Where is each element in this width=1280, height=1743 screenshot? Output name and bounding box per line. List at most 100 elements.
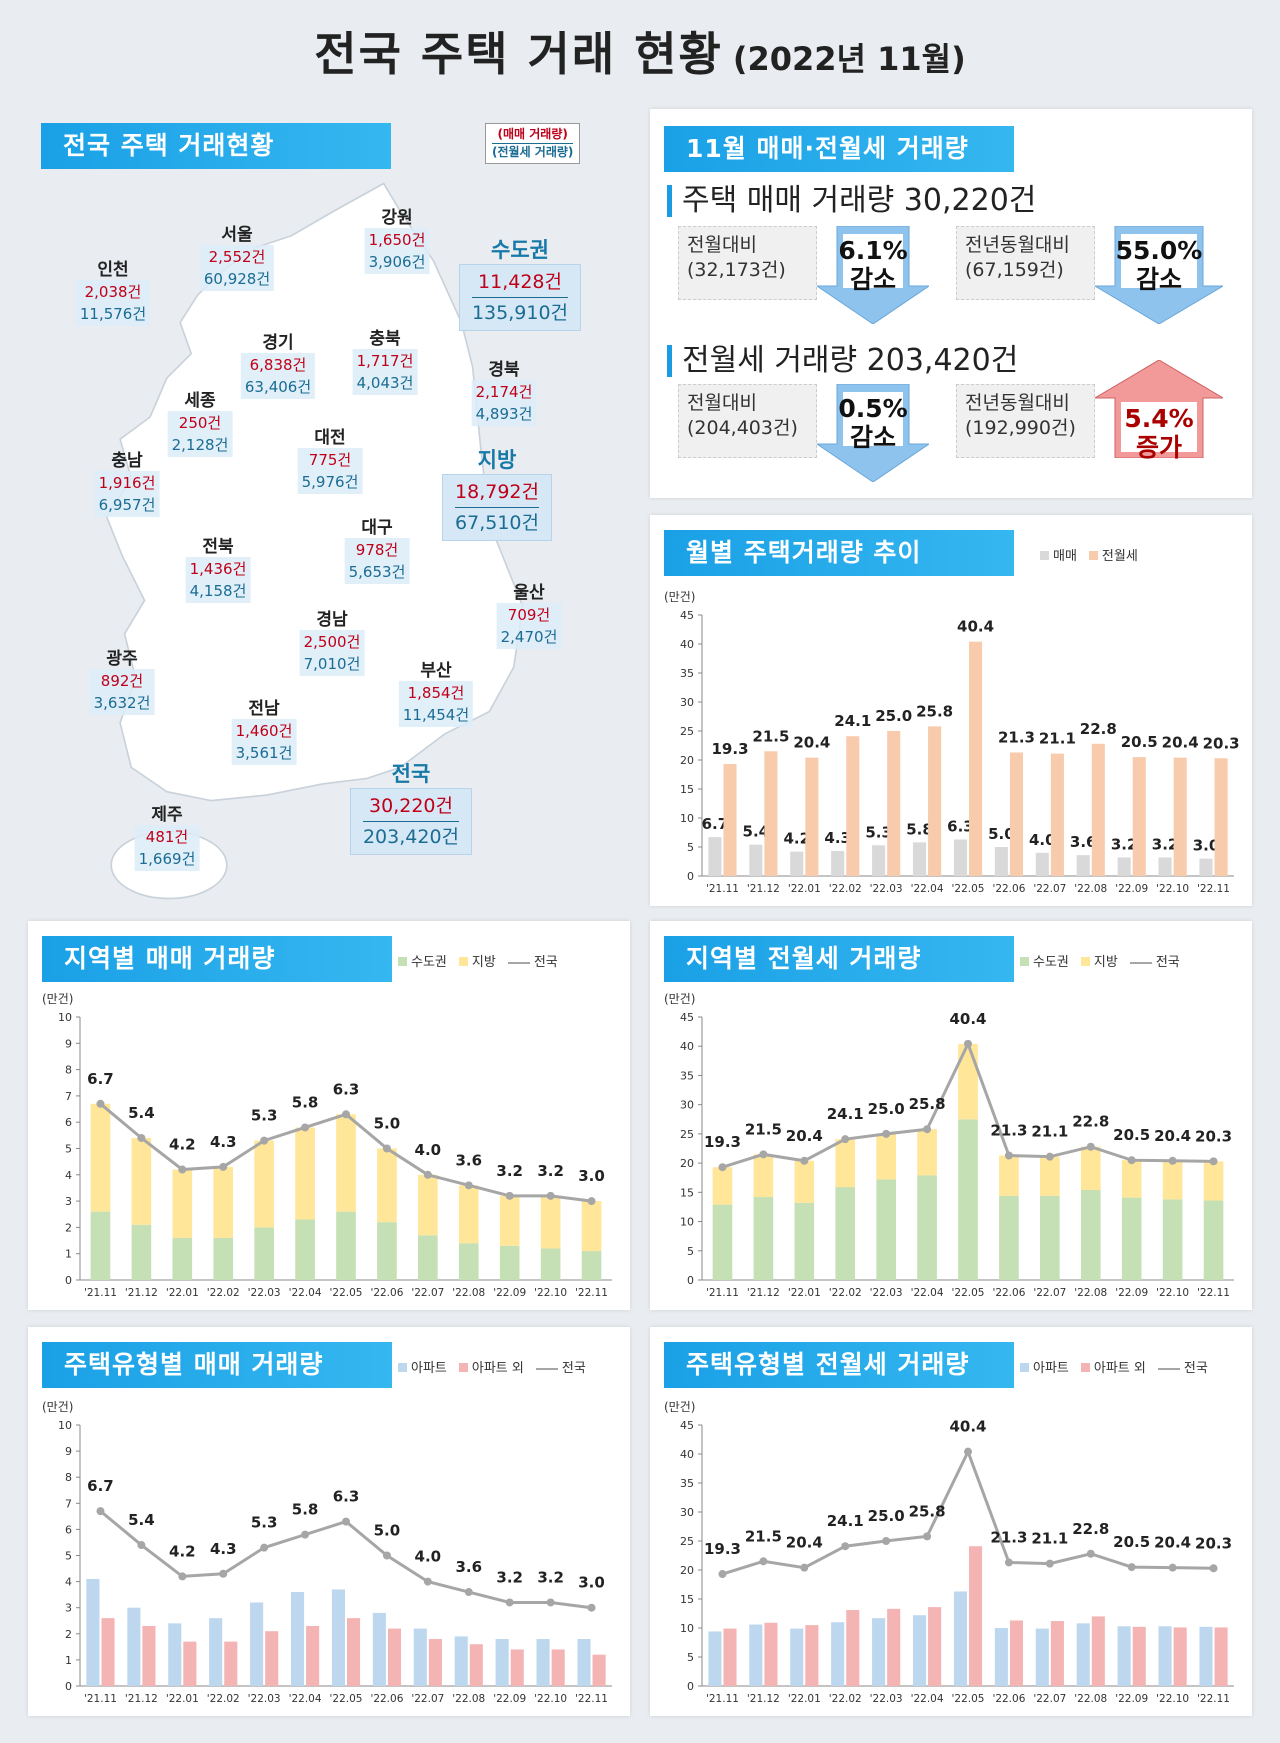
data-label: 21.5: [745, 1120, 782, 1138]
bar-수도권: [540, 1248, 561, 1280]
summary-box: 30,220건 203,420건: [349, 788, 473, 855]
x-tick-label: '22.05: [952, 1693, 985, 1705]
bar-수도권: [794, 1202, 815, 1280]
bar-전월세: [764, 751, 778, 876]
card-label: 전월대비: [687, 234, 757, 256]
summary-rent: 203,420건: [362, 826, 460, 848]
x-tick-label: '22.11: [575, 1287, 608, 1299]
bar-아파트: [536, 1639, 550, 1686]
total-point: [841, 1542, 850, 1551]
region-sale: 1,460건: [235, 722, 293, 740]
bar-아파트 외: [1173, 1627, 1187, 1686]
legend-item: 전국: [535, 1357, 586, 1376]
y-tick-label: 2: [65, 1628, 72, 1641]
x-tick-label: '22.05: [330, 1693, 363, 1705]
region-sale: 1,854건: [407, 684, 465, 702]
legend-item: 전국: [1157, 1357, 1208, 1376]
bar-지방: [835, 1139, 856, 1188]
y-tick-label: 0: [687, 1274, 694, 1287]
data-label: 5.3: [251, 1514, 278, 1532]
card-change: 55.0% 감소: [1095, 236, 1223, 294]
legend-item: 아파트 외: [458, 1357, 524, 1376]
bar-전월세: [1009, 752, 1024, 876]
summary-sale: 11,428건: [471, 267, 569, 298]
region-sale: 2,174건: [475, 383, 533, 401]
region-rent: 4,043건: [356, 374, 414, 392]
x-tick-label: '22.06: [992, 1287, 1025, 1299]
total-point: [882, 1129, 891, 1138]
chart-title: 주택유형별 전월세 거래량: [664, 1342, 1014, 1388]
data-label: 5.4: [128, 1104, 155, 1122]
y-tick-label: 10: [680, 1216, 694, 1229]
y-tick-label: 4: [65, 1576, 72, 1589]
y-tick-label: 40: [680, 1448, 694, 1461]
region-name: 전북: [202, 537, 234, 557]
bar-수도권: [1162, 1199, 1183, 1280]
bar-아파트 외: [142, 1625, 156, 1686]
x-tick-label: '21.12: [747, 883, 780, 895]
x-tick-label: '22.02: [207, 1693, 240, 1705]
data-label: 3.2: [537, 1162, 564, 1180]
bar-매매: [708, 837, 722, 876]
region-rent: 3,906건: [368, 253, 426, 271]
total-point: [546, 1598, 555, 1607]
data-label: 3.6: [455, 1558, 482, 1576]
y-tick-label: 20: [680, 754, 694, 767]
bar-아파트 외: [224, 1641, 238, 1686]
total-point: [1168, 1563, 1177, 1572]
data-label: 4.3: [210, 1133, 237, 1151]
x-tick-label: '22.01: [166, 1287, 199, 1299]
total-point: [718, 1163, 727, 1172]
region-6: 세종 250건 2,128건: [167, 386, 233, 457]
total-point: [759, 1557, 768, 1566]
bar-수도권: [1121, 1197, 1142, 1280]
region-values: 775건 5,976건: [297, 448, 363, 494]
region-values: 6,838건 63,406건: [240, 353, 316, 399]
x-tick-label: '22.11: [1197, 883, 1230, 895]
total-point: [546, 1191, 555, 1200]
bar-아파트: [331, 1589, 345, 1686]
chart-panel-2: 지역별 전월세 거래량 수도권 지방 전국 (만건) 0 5 10 15 20 25 30 35 40 45…: [650, 921, 1252, 1310]
y-tick-label: 15: [680, 783, 694, 796]
data-label: 25.8: [916, 702, 953, 720]
x-tick-label: '22.02: [829, 883, 862, 895]
data-label: 5.0: [374, 1115, 401, 1133]
data-label: 24.1: [827, 1512, 864, 1530]
total-point: [964, 1447, 972, 1456]
x-tick-label: '22.10: [1156, 883, 1189, 895]
bar-전월세: [846, 736, 860, 876]
legend-sale: (매매 거래량): [492, 126, 574, 144]
bar-수도권: [295, 1219, 315, 1280]
bar-전월세: [969, 641, 983, 876]
data-label: 3.2: [1152, 835, 1179, 853]
x-tick-label: '22.11: [1197, 1693, 1230, 1705]
y-tick-label: 45: [680, 1419, 694, 1432]
data-label: 40.4: [957, 618, 994, 636]
bar-지방: [876, 1133, 896, 1180]
x-tick-label: '22.01: [788, 883, 821, 895]
data-label: 21.5: [745, 1527, 782, 1545]
sale-yoy-label-box: 전년동월대비 (67,159건): [956, 226, 1095, 300]
bar-아파트: [1117, 1626, 1131, 1686]
x-tick-label: '22.03: [248, 1287, 281, 1299]
summary-name: 수도권: [491, 238, 549, 262]
total-point: [382, 1144, 391, 1153]
x-tick-label: '22.04: [289, 1693, 322, 1705]
legend-swatch: [1080, 1363, 1090, 1372]
y-tick-label: 0: [65, 1274, 72, 1287]
x-tick-label: '22.05: [952, 883, 985, 895]
y-tick-label: 40: [680, 638, 694, 651]
total-point: [505, 1598, 514, 1607]
change-direction: 감소: [1135, 265, 1182, 294]
chart-svg: (만건) 0 5 10 15 20 25 30 35 40 45 '21.11 '21.12 '22.01…: [664, 992, 1234, 1299]
y-tick-label: 25: [680, 1128, 694, 1141]
arrow-shape: [817, 384, 929, 482]
x-tick-label: '22.04: [289, 1287, 322, 1299]
region-name: 경북: [488, 360, 520, 380]
chart-legend: 수도권 지방 전국: [398, 951, 558, 970]
region-values: 2,038건 11,576건: [75, 280, 151, 326]
bar-아파트: [86, 1578, 100, 1686]
bar-매매: [872, 845, 886, 876]
data-label: 20.3: [1195, 1534, 1232, 1552]
total-point: [178, 1572, 187, 1581]
